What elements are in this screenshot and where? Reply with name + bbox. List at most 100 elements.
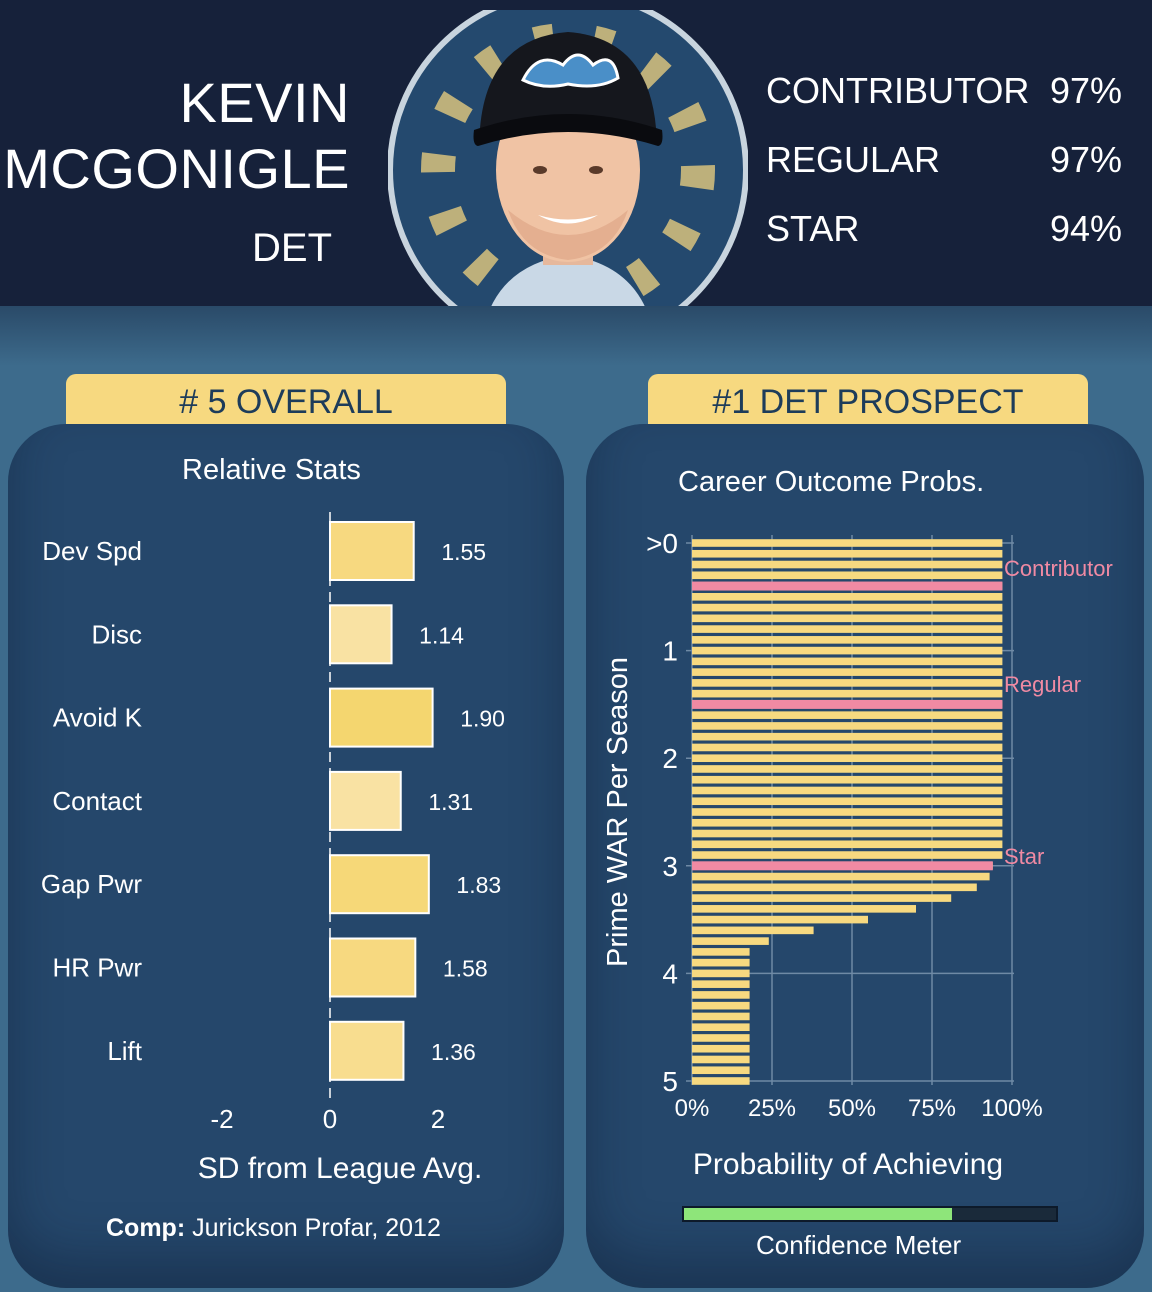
probability-bar [692,905,916,913]
stat-category-label: Avoid K [53,703,143,733]
probability-bar [692,1034,750,1042]
stat-value-label: 1.83 [456,872,501,898]
stat-category-label: Lift [107,1036,142,1066]
confidence-meter-fill [684,1208,952,1220]
probability-bar [692,958,750,967]
relative-stats-title: Relative Stats [182,454,361,486]
probability-bar [692,603,1003,612]
prob-value: 97% [1049,70,1122,111]
team-rank-tab: #1 DET PROSPECT [648,374,1088,430]
x-tick-label: 0% [675,1095,710,1122]
probability-bar [692,679,1003,687]
career-outcomes-title: Career Outcome Probs. [678,466,985,498]
x-axis-title: Probability of Achieving [693,1148,1003,1181]
prob-value: 94% [1049,208,1122,249]
player-last-name: MCGONIGLE [3,137,350,200]
stat-bar [329,1020,405,1081]
y-tick-label: 1 [662,636,678,667]
stat-category-label: Gap Pwr [41,869,142,899]
probability-bar [692,732,1003,741]
stat-value-label: 1.14 [419,622,464,648]
stat-bar [329,521,415,581]
probability-bar [692,1066,750,1075]
cap-logo [520,53,620,88]
player-right-eye [589,166,603,174]
x-tick-label: 50% [828,1095,876,1122]
probability-bar [692,1055,750,1064]
confidence-meter [682,1206,1058,1222]
stat-bar [329,770,402,831]
x-tick-label: -2 [210,1104,233,1134]
threshold-bar-star [692,861,993,871]
y-tick-label: >0 [646,528,678,559]
threshold-label: Contributor [1004,556,1113,581]
probability-bar [692,625,1003,633]
comp-label: Comp: [106,1214,186,1242]
x-tick-label: 2 [431,1104,445,1134]
confidence-meter-label: Confidence Meter [756,1230,962,1260]
player-first-name: KEVIN [179,71,350,134]
x-tick-label: 0 [323,1104,337,1134]
probability-bar [692,980,750,988]
probability-bar [692,636,1003,644]
stat-category-label: Disc [91,619,142,649]
probability-bar [692,1077,750,1085]
x-tick-label: 75% [908,1095,956,1122]
probability-bar [692,668,1003,676]
probability-bar [692,593,1003,601]
y-tick-label: 4 [662,958,678,989]
probability-bar [692,786,1003,795]
probability-bar [692,711,1003,719]
stat-value-label: 1.58 [443,956,488,982]
y-axis-title: Prime WAR Per Season [602,657,634,967]
probability-bar [692,926,814,935]
threshold-label: Regular [1004,672,1081,697]
probability-bar [692,1044,750,1053]
outcome-summary: CONTRIBUTOR 97% REGULAR 97% STAR 94% [766,70,1122,277]
probability-bar [692,614,1003,623]
probability-bar [692,808,1003,816]
header-fade [0,306,1152,366]
threshold-bar-regular [692,699,1003,709]
stat-category-label: Dev Spd [42,536,142,566]
probability-bar [692,894,952,902]
probability-bar [692,754,1003,762]
x-axis-title: SD from League Avg. [198,1152,483,1185]
probability-bar [692,840,1003,849]
probability-bar [692,539,1003,547]
stat-value-label: 1.55 [441,539,486,565]
prob-label: REGULAR [766,139,941,180]
player-jaw [508,210,628,260]
probability-bar [692,657,1003,666]
stat-bar [329,937,417,998]
logo-lettering [421,23,715,317]
probability-bar [692,969,750,978]
probability-bar [692,1012,750,1021]
probability-bar [692,797,1003,806]
stat-bar [329,687,434,748]
player-smile [538,215,598,224]
prob-contributor: CONTRIBUTOR 97% [766,70,1122,139]
probability-bar [692,829,1003,838]
y-tick-label: 5 [662,1066,678,1097]
prob-star: STAR 94% [766,208,1122,277]
y-tick-label: 3 [662,851,678,882]
threshold-bar-contributor [692,581,1003,591]
probability-bar [692,872,990,881]
stat-value-label: 1.36 [431,1039,476,1065]
probability-bar [692,851,1003,859]
player-left-eye [533,166,547,174]
stat-category-label: HR Pwr [52,953,142,983]
stat-value-label: 1.31 [428,789,473,815]
probability-bar [692,646,1003,655]
threshold-label: Star [1004,844,1044,869]
prob-label: CONTRIBUTOR [766,70,1030,111]
prob-regular: REGULAR 97% [766,139,1122,208]
probability-bar [692,765,1003,773]
probability-bar [692,549,1003,558]
overall-rank-tab: # 5 OVERALL [66,374,506,430]
probability-bar [692,1001,750,1010]
probability-bar [692,948,750,956]
